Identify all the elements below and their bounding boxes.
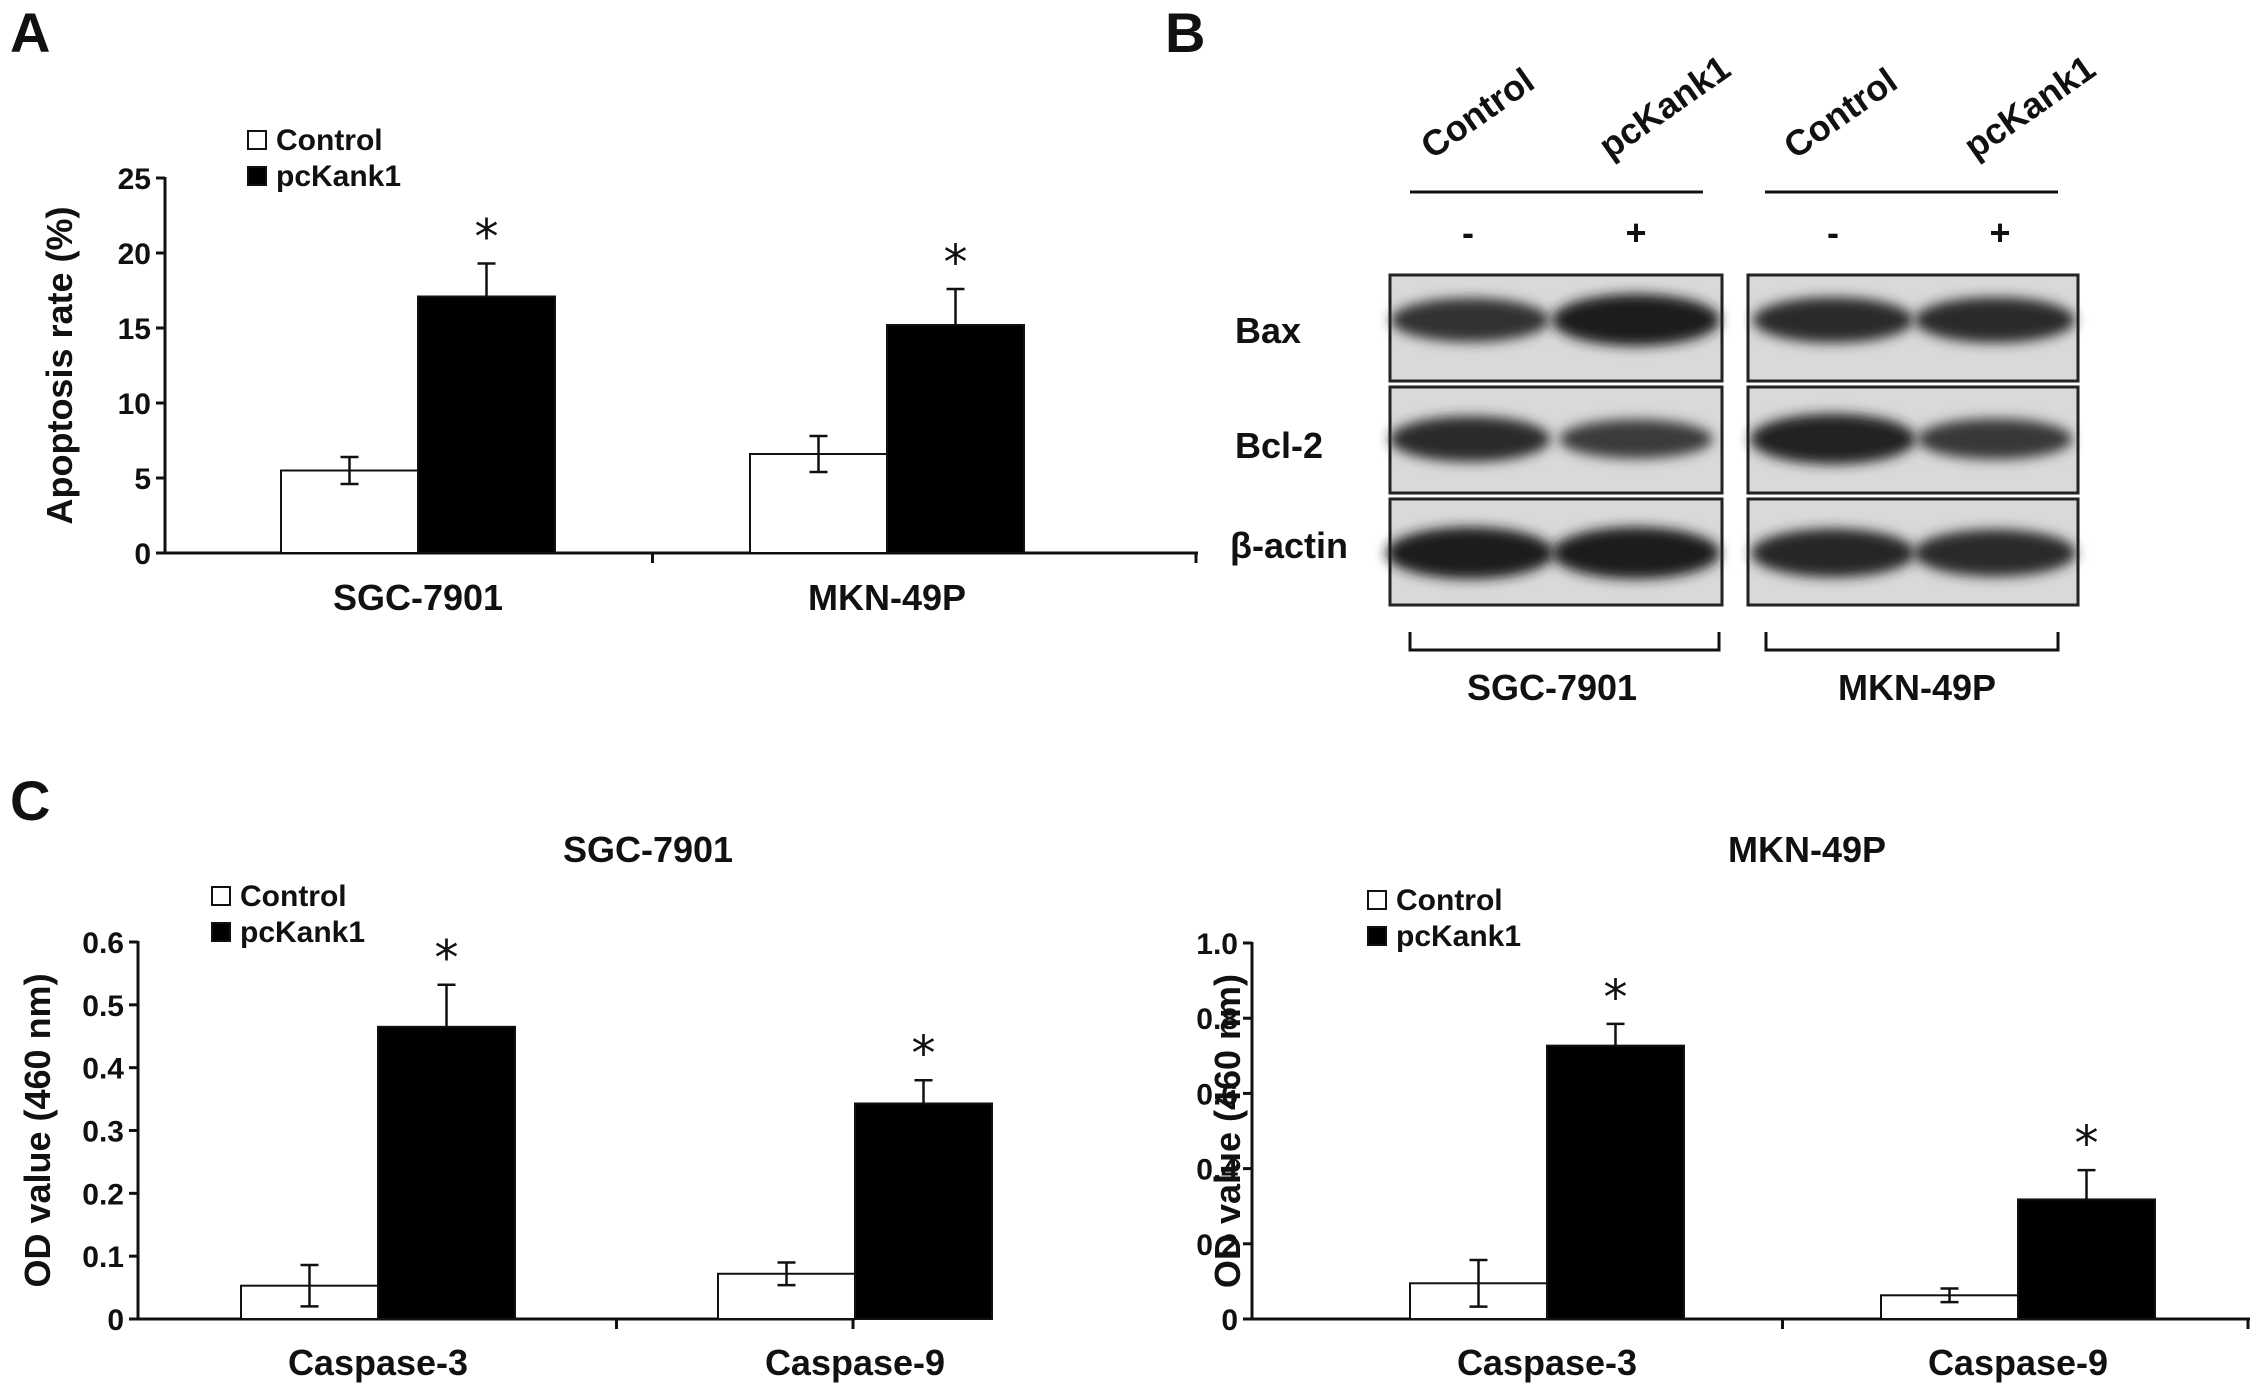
c2-legend-label-pckank1: pcKank1 [1396,920,1521,953]
treatment-sign-4: + [1989,212,2010,253]
c2-significance-caspase-9-pckank1: * [2075,1116,2099,1172]
panel-letter-c: C [10,769,50,832]
group-label-mkn49p: MKN-49P [1838,667,1996,708]
a-legend-swatch-pckank1 [247,166,267,186]
c1-y-tick-label: 0.1 [82,1241,124,1274]
c2-legend-label-control: Control [1396,884,1503,917]
a-bar-sgc-7901-pckank1 [417,295,556,554]
c2-legend-swatch-control [1367,890,1387,910]
c2-bar-caspase-9-pckank1 [2017,1198,2156,1321]
lane-label-pckank1-2: pcKank1 [1956,47,2102,167]
c2-category-label-caspase-9: Caspase-9 [1928,1342,2108,1383]
treatment-sign-1: - [1462,212,1474,253]
c1-y-axis-label: OD value (460 nm) [17,973,58,1287]
a-y-tick-label: 0 [134,538,151,571]
band-bax-lane-4 [1914,297,2076,343]
treatment-sign-2: + [1625,212,1646,253]
c2-category-label-caspase-3: Caspase-3 [1457,1342,1637,1383]
protein-label-bcl2: Bcl-2 [1235,425,1323,466]
a-category-label-sgc-7901: SGC-7901 [333,577,503,618]
lane-label-control-2: Control [1776,60,1904,167]
treatment-sign-3: - [1827,212,1839,253]
band-actin-lane-2 [1552,527,1720,579]
c2-y-tick-label: 1.0 [1196,928,1238,961]
western-blot-panel: Control pcKank1 Control pcKank1 - + - + … [1230,47,2103,708]
band-actin-lane-3 [1750,528,1916,578]
c1-legend-swatch-control [211,886,231,906]
a-bar-mkn-49p-pckank1 [886,324,1025,554]
band-bcl-2-lane-4 [1917,418,2073,460]
panel-letter-a: A [10,1,50,64]
c1-y-tick-label: 0.3 [82,1116,124,1149]
a-y-tick-label: 15 [118,313,151,346]
a-category-label-mkn-49p: MKN-49P [808,577,966,618]
c1-bar-caspase-9-pckank1 [854,1102,993,1321]
lane-label-control-1: Control [1413,60,1541,167]
c1-category-label-caspase-9: Caspase-9 [765,1342,945,1383]
a-legend-label-pckank1: pcKank1 [276,160,401,193]
c2-y-tick-label: 0.2 [1196,1229,1238,1262]
band-bax-lane-2 [1552,294,1720,346]
a-y-tick-label: 20 [118,238,151,271]
c1-y-tick-label: 0.4 [82,1053,124,1086]
c1-bar-caspase-3-pckank1 [377,1025,516,1320]
band-bcl-2-lane-2 [1559,419,1713,459]
band-bax-lane-3 [1752,297,1914,343]
c2-y-tick-label: 0.8 [1196,1003,1238,1036]
a-significance-mkn-49p-pckank1: * [944,235,968,291]
c1-significance-caspase-3-pckank1: * [435,931,459,987]
band-bcl-2-lane-1 [1389,416,1551,462]
chart-od-mkn49p: MKN-49P 0 0.2 0.4 0.6 0.8 1.0 OD value (460 nm)… [1196,829,2250,1383]
c2-y-tick-label: 0.4 [1196,1154,1238,1187]
a-y-tick-label: 5 [134,463,151,496]
c2-bar-caspase-3-pckank1 [1546,1044,1685,1320]
a-y-axis-label: Apoptosis rate (%) [39,206,80,524]
protein-label-bax: Bax [1235,310,1301,351]
band-actin-lane-4 [1913,529,2077,577]
panel-letter-b: B [1165,1,1205,64]
group-label-sgc7901: SGC-7901 [1467,667,1637,708]
a-significance-sgc-7901-pckank1: * [475,210,499,266]
band-bax-lane-1 [1390,298,1550,342]
c1-category-label-caspase-3: Caspase-3 [288,1342,468,1383]
c1-bar-caspase-9-control [717,1272,856,1321]
c2-y-tick-label: 0 [1221,1304,1238,1337]
chart-od-sgc7901: SGC-7901 0 0.1 0.2 0.3 0.4 0.5 0.6 OD value (460… [17,829,993,1383]
c1-y-tick-label: 0 [107,1304,124,1337]
c1-y-tick-label: 0.2 [82,1178,124,1211]
c2-legend-swatch-pckank1 [1367,926,1387,946]
c1-legend-swatch-pckank1 [211,922,231,942]
protein-label-beta-actin: β-actin [1230,525,1348,566]
c1-significance-caspase-9-pckank1: * [912,1026,936,1082]
group-bracket-mkn49p [1764,632,2060,652]
lane-label-pckank1-1: pcKank1 [1591,47,1737,167]
c1-legend-label-control: Control [240,880,347,913]
group-bracket-sgc7901 [1408,632,1721,652]
band-bcl-2-lane-3 [1749,413,1917,465]
c1-y-tick-label: 0.5 [82,990,124,1023]
c1-y-tick-label: 0.6 [82,927,124,960]
c2-y-axis-label: OD value (460 nm) [1207,974,1248,1288]
chart-apoptosis-rate: 0 5 10 15 20 25 Apoptosis rate (%) * SGC-7901 * MK… [39,124,1198,618]
c2-title: MKN-49P [1728,829,1886,870]
a-legend-label-control: Control [276,124,383,157]
c2-y-tick-label: 0.6 [1196,1078,1238,1111]
a-legend-swatch-control [247,130,267,150]
c1-title: SGC-7901 [563,829,733,870]
c2-significance-caspase-3-pckank1: * [1604,970,1628,1026]
band-actin-lane-1 [1386,527,1554,579]
a-y-tick-label: 25 [118,163,151,196]
a-y-tick-label: 10 [118,388,151,421]
c1-legend-label-pckank1: pcKank1 [240,916,365,949]
